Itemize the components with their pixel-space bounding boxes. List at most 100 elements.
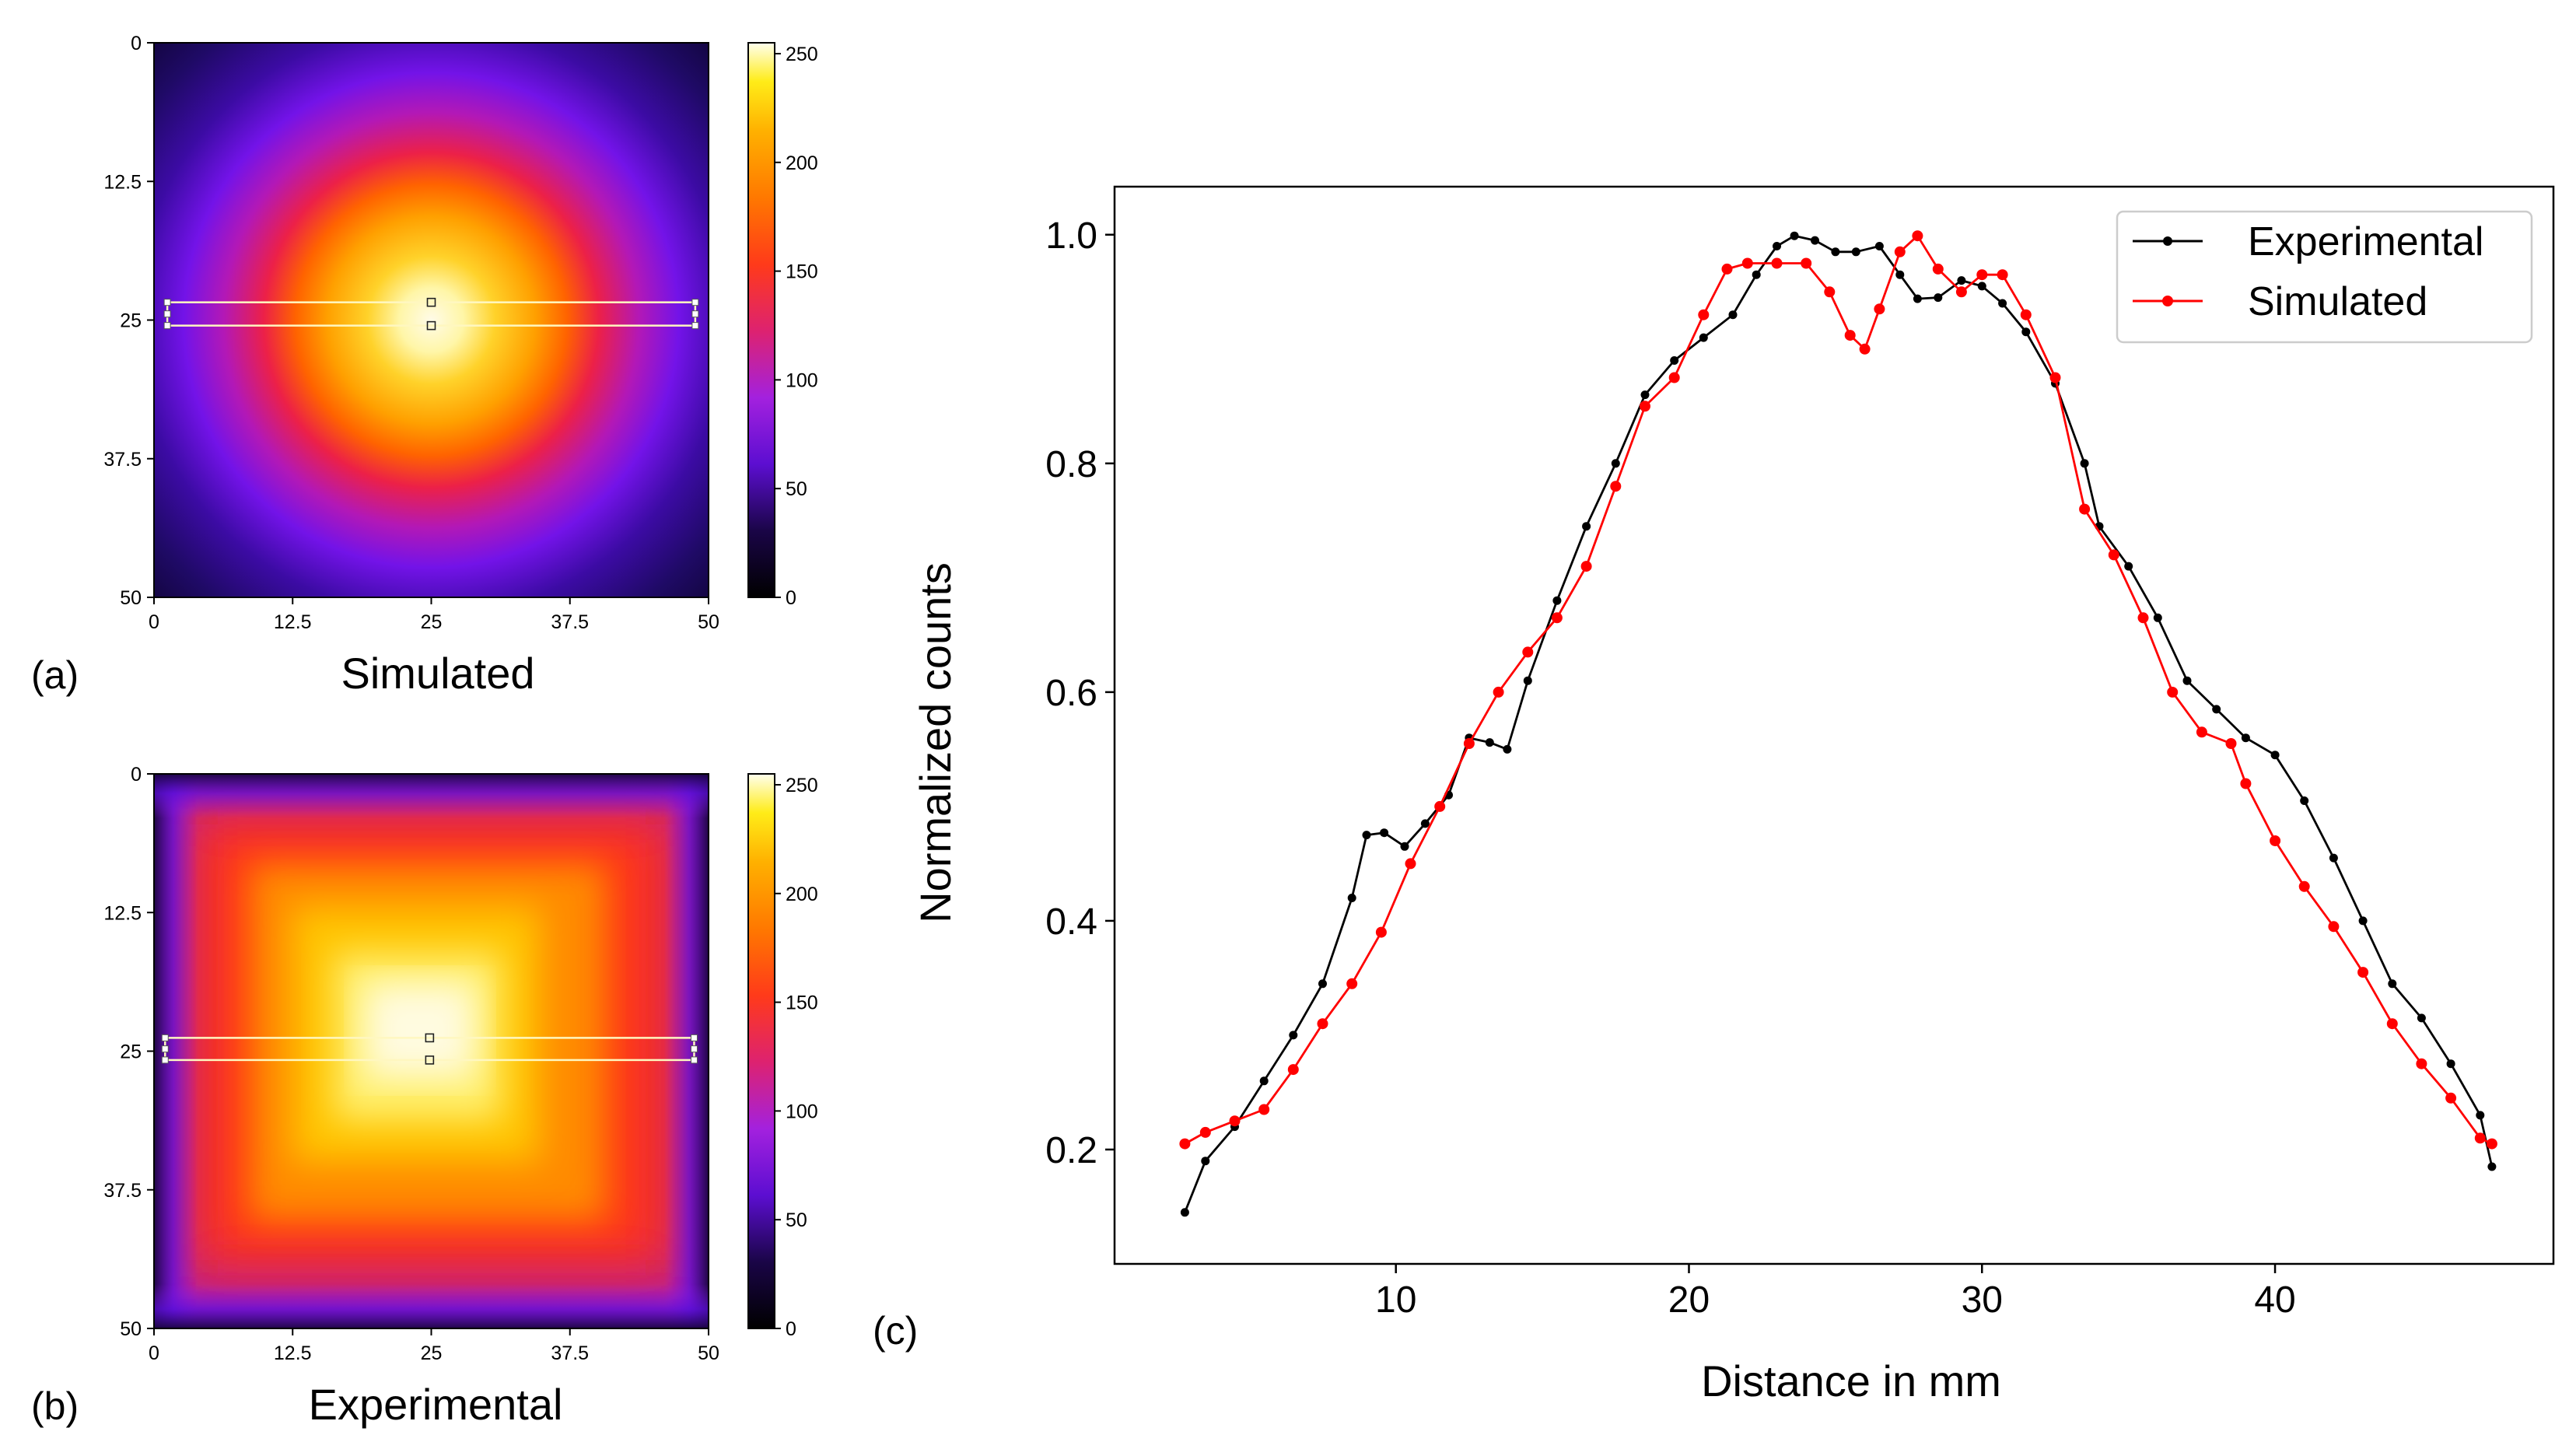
- x-tick-label: 10: [1375, 1279, 1416, 1321]
- y-tick-label: 50: [120, 1318, 142, 1340]
- data-point-simulated: [2167, 686, 2179, 698]
- data-point-simulated: [1932, 263, 1944, 275]
- roi-handle: [425, 1055, 435, 1065]
- data-point-experimental: [1582, 522, 1591, 531]
- data-point-experimental: [2358, 916, 2368, 926]
- roi-handle: [163, 310, 171, 318]
- data-point-experimental: [2476, 1111, 2485, 1120]
- heatmap-simulated: [154, 43, 709, 597]
- x-tick-label: 50: [698, 1342, 719, 1364]
- data-point-experimental: [1347, 894, 1356, 902]
- data-point-experimental: [2021, 327, 2031, 337]
- x-tick-label: 37.5: [551, 1342, 589, 1364]
- colorbar-tick-label: 200: [786, 884, 818, 905]
- roi-handle: [161, 1045, 169, 1053]
- x-tick-label: 37.5: [551, 611, 589, 633]
- y-tick-label: 0.4: [1045, 901, 1097, 943]
- data-point-simulated: [1894, 246, 1906, 257]
- data-point-simulated: [2445, 1092, 2457, 1104]
- roi-handle: [161, 1056, 169, 1064]
- data-point-simulated: [1405, 858, 1416, 870]
- data-point-simulated: [1522, 646, 1534, 658]
- roi-a: [163, 297, 699, 331]
- roi-handle: [690, 1034, 698, 1041]
- panel-c: (c) 10 20 30 40 0.2 0.4 0.6 0.8 1.0 Distance in…: [873, 185, 2555, 1405]
- x-tick-label: 0: [149, 1342, 159, 1364]
- data-point-experimental: [1831, 247, 1840, 257]
- plot-area: [1113, 185, 2555, 1265]
- data-point-experimental: [1913, 294, 1922, 303]
- roi-handle: [690, 1045, 698, 1053]
- data-point-experimental: [1180, 1208, 1189, 1217]
- colorbar-a: [747, 42, 775, 598]
- data-point-experimental: [1874, 242, 1884, 250]
- data-point-experimental: [1811, 236, 1819, 245]
- data-point-experimental: [1523, 676, 1532, 685]
- legend-marker-simulated: [2162, 296, 2173, 306]
- data-point-experimental: [1790, 231, 1799, 240]
- y-tick-label: 37.5: [103, 449, 142, 471]
- y-tick-label: 0: [131, 33, 142, 54]
- y-axis: 0.2 0.4 0.6 0.8 1.0: [1045, 215, 1115, 1171]
- panel-a-caption: Simulated: [341, 649, 534, 698]
- colorbar-tick-label: 100: [786, 369, 818, 391]
- data-point-simulated: [1698, 309, 1710, 320]
- data-point-experimental: [2182, 676, 2192, 685]
- data-point-experimental: [1670, 356, 1679, 365]
- data-point-simulated: [1375, 926, 1387, 938]
- data-point-experimental: [1752, 270, 1761, 279]
- data-point-simulated: [2225, 738, 2237, 749]
- data-point-simulated: [1463, 738, 1475, 749]
- series-simulated: [1179, 230, 2497, 1150]
- colorbar-b: [747, 773, 775, 1329]
- data-point-simulated: [2298, 880, 2310, 892]
- colorbar-tick-label: 250: [786, 44, 818, 65]
- data-point-experimental: [1851, 247, 1860, 257]
- x-axis: 10 20 30 40: [1375, 1264, 2296, 1321]
- x-axis-label: Distance in mm: [1701, 1356, 2001, 1405]
- colorbar-b-ticks: 0 50 100 150 200 250: [775, 775, 818, 1340]
- data-point-simulated: [2386, 1018, 2398, 1030]
- y-tick-label: 12.5: [103, 902, 142, 924]
- axes-a-ticks: 0 12.5 25 37.5 50 0 12.5 25 37.5 50: [103, 33, 719, 633]
- colorbar-tick-label: 0: [786, 1318, 796, 1340]
- data-point-experimental: [1773, 242, 1781, 250]
- data-point-simulated: [2240, 778, 2252, 789]
- colorbar-tick-label: 150: [786, 261, 818, 283]
- roi-handle: [426, 320, 436, 331]
- panel-b-label: (b): [31, 1384, 79, 1428]
- data-point-simulated: [2079, 503, 2091, 515]
- data-point-simulated: [1955, 286, 1967, 298]
- y-tick-label: 0.2: [1045, 1130, 1097, 1171]
- y-tick-label: 50: [120, 587, 142, 609]
- data-point-simulated: [1258, 1104, 1270, 1115]
- data-point-experimental: [1420, 819, 1430, 828]
- legend: Experimental Simulated: [2116, 210, 2533, 344]
- data-point-experimental: [1957, 276, 1966, 285]
- data-point-simulated: [1997, 269, 2008, 281]
- data-point-simulated: [1580, 561, 1592, 572]
- colorbar-tick-label: 50: [786, 478, 807, 500]
- colorbar-tick-label: 150: [786, 992, 818, 1014]
- heatmap-experimental: [154, 774, 709, 1328]
- colorbar-tick-label: 50: [786, 1209, 807, 1231]
- data-point-experimental: [1485, 738, 1494, 747]
- data-point-simulated: [1493, 686, 1504, 698]
- data-point-experimental: [2212, 705, 2221, 714]
- data-point-simulated: [1610, 481, 1622, 492]
- data-point-experimental: [1318, 979, 1327, 989]
- x-tick-label: 12.5: [274, 611, 312, 633]
- data-point-simulated: [2416, 1058, 2427, 1069]
- colorbar-a-ticks: 0 50 100 150 200 250: [775, 44, 818, 609]
- data-point-experimental: [1400, 842, 1409, 851]
- y-tick-label: 0.8: [1045, 444, 1097, 485]
- data-point-simulated: [1859, 343, 1871, 355]
- y-tick-label: 25: [120, 310, 142, 332]
- legend-label-experimental: Experimental: [2248, 219, 2483, 264]
- data-point-experimental: [2487, 1162, 2497, 1171]
- data-point-experimental: [2388, 979, 2397, 989]
- data-point-simulated: [2328, 921, 2340, 933]
- data-point-experimental: [2446, 1059, 2455, 1069]
- y-tick-label: 0.6: [1045, 673, 1097, 714]
